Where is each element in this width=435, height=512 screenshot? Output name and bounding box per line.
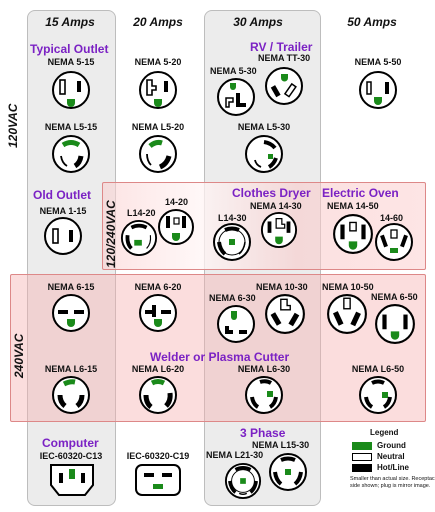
nema-l14-20-outlet bbox=[120, 219, 158, 257]
nema-l6-20-outlet bbox=[139, 376, 177, 414]
label-nema-10-30: NEMA 10-30 bbox=[256, 282, 308, 292]
legend-hot-label: Hot/Line bbox=[377, 463, 409, 472]
label-14-20: 14-20 bbox=[165, 197, 189, 207]
category-old-outlet: Old Outlet bbox=[33, 188, 91, 202]
label-l14-20: L14-20 bbox=[127, 208, 156, 218]
label-nema-5-50: NEMA 5-50 bbox=[354, 57, 402, 67]
label-nema-5-15: NEMA 5-15 bbox=[47, 57, 95, 67]
category-electric-oven: Electric Oven bbox=[322, 186, 399, 200]
category-computer: Computer bbox=[42, 436, 99, 450]
label-nema-6-50: NEMA 6-50 bbox=[371, 292, 418, 302]
nema-l21-30-outlet bbox=[224, 462, 262, 500]
nema-1-15-outlet bbox=[44, 217, 82, 255]
header-50-amps: 50 Amps bbox=[347, 15, 397, 29]
legend-note: Smaller than actual size. Receptacle sid… bbox=[350, 476, 435, 489]
nema-l5-20-outlet bbox=[139, 135, 177, 173]
label-nema-6-20: NEMA 6-20 bbox=[134, 282, 182, 292]
nema-6-15-outlet bbox=[52, 294, 90, 332]
label-nema-l6-15: NEMA L6-15 bbox=[44, 364, 98, 374]
label-nema-l5-20: NEMA L5-20 bbox=[131, 122, 185, 132]
label-nema-14-50: NEMA 14-50 bbox=[327, 201, 379, 211]
nema-14-60-outlet bbox=[375, 223, 413, 261]
iec-c13-outlet bbox=[50, 464, 94, 496]
nema-tt-30-outlet bbox=[265, 67, 303, 105]
nema-6-30-outlet bbox=[217, 305, 255, 343]
label-nema-l6-20: NEMA L6-20 bbox=[131, 364, 185, 374]
category-3-phase: 3 Phase bbox=[240, 426, 286, 440]
label-nema-5-30: NEMA 5-30 bbox=[210, 66, 257, 76]
legend-title: Legend bbox=[370, 428, 399, 437]
label-120-240vac: 120/240VAC bbox=[104, 200, 118, 268]
nema-l6-15-outlet bbox=[52, 376, 90, 414]
label-nema-10-50: NEMA 10-50 bbox=[322, 282, 374, 292]
nema-l6-30-outlet bbox=[245, 376, 283, 414]
label-nema-1-15: NEMA 1-15 bbox=[39, 206, 87, 216]
label-nema-6-30: NEMA 6-30 bbox=[209, 293, 256, 303]
nema-l5-15-outlet bbox=[52, 135, 90, 173]
nema-l14-30-outlet bbox=[213, 223, 251, 261]
nema-5-15-outlet bbox=[52, 71, 90, 109]
label-240vac: 240VAC bbox=[12, 333, 26, 378]
category-typical-outlet: Typical Outlet bbox=[30, 42, 109, 56]
nema-14-30-outlet bbox=[260, 211, 298, 249]
legend-ground-label: Ground bbox=[377, 441, 406, 450]
legend-ground-swatch bbox=[352, 442, 372, 450]
header-15-amps: 15 Amps bbox=[45, 15, 95, 29]
nema-5-30-outlet bbox=[217, 78, 255, 116]
legend-hot-swatch bbox=[352, 464, 372, 472]
legend-neutral-swatch bbox=[352, 453, 372, 461]
category-clothes-dryer: Clothes Dryer bbox=[232, 186, 311, 200]
label-nema-l21-30: NEMA L21-30 bbox=[206, 450, 264, 460]
nema-l5-30-outlet bbox=[245, 135, 283, 173]
label-nema-6-15: NEMA 6-15 bbox=[47, 282, 95, 292]
label-nema-l6-50: NEMA L6-50 bbox=[351, 364, 405, 374]
label-nema-l15-30: NEMA L15-30 bbox=[252, 440, 310, 450]
label-nema-l5-30: NEMA L5-30 bbox=[237, 122, 291, 132]
header-30-amps: 30 Amps bbox=[233, 15, 283, 29]
nema-l6-50-outlet bbox=[359, 376, 397, 414]
label-nema-tt-30: NEMA TT-30 bbox=[258, 53, 311, 63]
label-l14-30: L14-30 bbox=[218, 213, 247, 223]
nema-5-50-outlet bbox=[359, 71, 397, 109]
category-rv-trailer: RV / Trailer bbox=[250, 40, 313, 54]
label-nema-l5-15: NEMA L5-15 bbox=[44, 122, 98, 132]
label-nema-l6-30: NEMA L6-30 bbox=[237, 364, 291, 374]
nema-10-50-outlet bbox=[327, 294, 367, 334]
label-nema-5-20: NEMA 5-20 bbox=[134, 57, 182, 67]
nema-6-50-outlet bbox=[375, 304, 415, 344]
label-nema-14-30: NEMA 14-30 bbox=[250, 201, 302, 211]
category-welder: Welder or Plasma Cutter bbox=[150, 350, 290, 364]
nema-5-20-outlet bbox=[139, 71, 177, 109]
label-120vac: 120VAC bbox=[6, 103, 20, 148]
nema-l15-30-outlet bbox=[269, 453, 307, 491]
nema-6-20-outlet bbox=[139, 294, 177, 332]
label-iec-c13: IEC-60320-C13 bbox=[39, 451, 103, 461]
nema-10-30-outlet bbox=[265, 294, 305, 334]
nema-14-50-outlet bbox=[333, 214, 373, 254]
header-20-amps: 20 Amps bbox=[133, 15, 183, 29]
nema-14-20-outlet bbox=[158, 209, 194, 245]
legend-neutral-label: Neutral bbox=[377, 452, 405, 461]
iec-c19-outlet bbox=[135, 464, 181, 496]
label-14-60: 14-60 bbox=[380, 213, 404, 223]
label-iec-c19: IEC-60320-C19 bbox=[126, 451, 190, 461]
